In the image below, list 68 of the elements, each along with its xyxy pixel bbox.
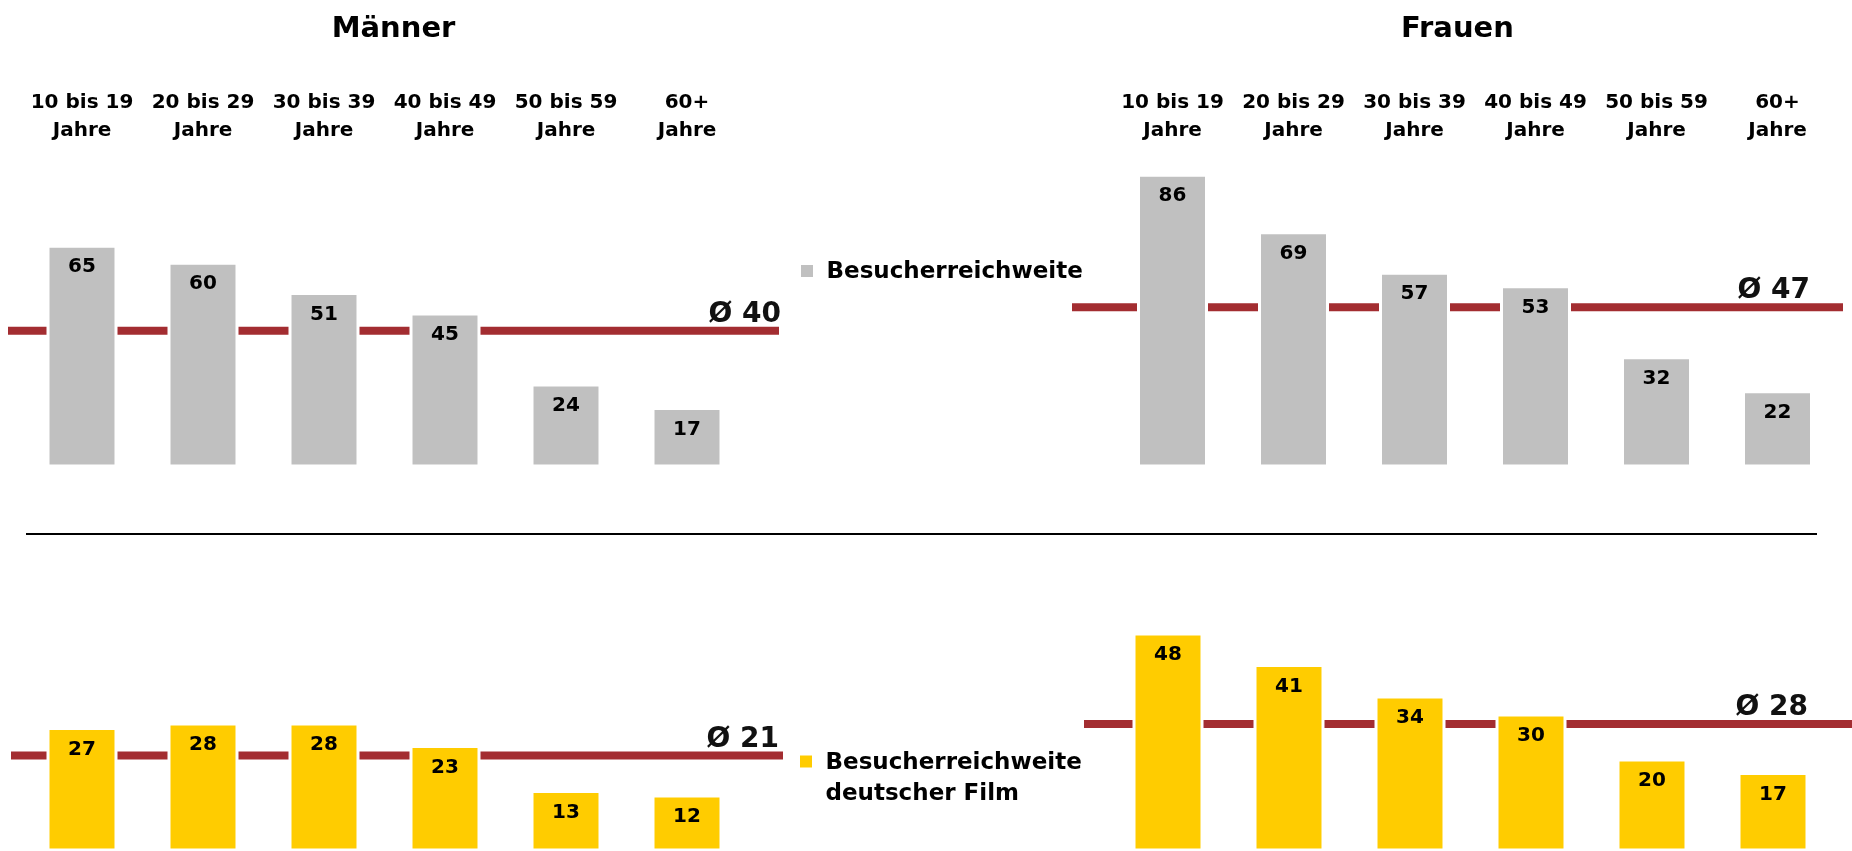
data-label: 28	[310, 731, 338, 755]
data-label: 57	[1400, 280, 1429, 305]
bar	[1132, 632, 1204, 851]
bar	[409, 745, 481, 851]
bar	[1737, 772, 1809, 851]
bar	[651, 407, 723, 468]
data-label: 48	[1154, 641, 1182, 665]
data-label: 27	[68, 735, 96, 760]
ref-line-label: Ø 21	[706, 720, 779, 754]
bar	[1500, 285, 1571, 468]
ref-line-label: Ø 47	[1737, 272, 1810, 306]
data-label: 22	[1763, 398, 1792, 423]
data-label: 12	[673, 803, 701, 827]
bar	[409, 312, 481, 468]
x-tick-label: 20 bis 29 Jahre	[1242, 88, 1345, 141]
data-label: 69	[1279, 239, 1308, 264]
x-tick-label: 40 bis 49 Jahre	[1484, 88, 1587, 141]
data-label: 13	[552, 798, 580, 823]
data-label: 65	[68, 253, 96, 278]
data-label: 30	[1517, 722, 1545, 746]
bar	[1374, 695, 1446, 851]
bar	[1379, 271, 1450, 468]
x-tick-label: 50 bis 59 Jahre	[1605, 88, 1708, 141]
bar	[167, 722, 239, 851]
x-tick-label: 30 bis 39 Jahre	[272, 88, 376, 141]
bar	[530, 790, 602, 851]
bar	[1258, 231, 1329, 468]
data-label: 53	[1521, 293, 1550, 318]
x-tick-label: 10 bis 19 Jahre	[30, 88, 134, 141]
bar	[46, 244, 118, 468]
data-label: 17	[1759, 780, 1787, 805]
bar	[1137, 173, 1208, 468]
data-label: 34	[1396, 704, 1424, 728]
bar	[46, 727, 118, 851]
bar	[1253, 664, 1325, 851]
ref-line-label: Ø 40	[708, 295, 781, 329]
data-label: 45	[431, 320, 459, 345]
bar	[530, 383, 602, 468]
bar	[288, 722, 360, 851]
x-tick-label: 60+ Jahre	[1746, 88, 1807, 141]
x-tick-label: 10 bis 19 Jahre	[1121, 88, 1224, 141]
legend-label: Besucherreichweite	[826, 257, 1083, 283]
data-label: 28	[189, 731, 217, 755]
chart-title: Frauen	[1401, 10, 1514, 44]
bar	[651, 794, 723, 851]
bar	[1621, 356, 1692, 468]
data-label: 32	[1642, 364, 1671, 389]
bar	[1616, 758, 1688, 851]
bar	[288, 292, 360, 468]
data-label: 17	[673, 415, 701, 440]
x-tick-label: 40 bis 49 Jahre	[393, 88, 497, 141]
chart-title: Männer	[331, 10, 457, 44]
data-label: 20	[1638, 767, 1666, 791]
x-tick-label: 60+ Jahre	[655, 88, 717, 141]
x-tick-label: 50 bis 59 Jahre	[514, 88, 618, 141]
ref-line-label: Ø 28	[1735, 689, 1808, 722]
x-tick-label: 30 bis 39 Jahre	[1363, 88, 1466, 141]
bar	[1495, 713, 1567, 851]
bar	[1742, 390, 1813, 468]
data-label: 60	[189, 270, 217, 295]
data-label: 41	[1275, 672, 1303, 697]
bar	[167, 261, 239, 468]
x-tick-label: 20 bis 29 Jahre	[151, 88, 255, 141]
data-label: 51	[310, 300, 338, 325]
data-label: 24	[552, 391, 580, 416]
data-label: 23	[431, 753, 459, 778]
legend-label: Besucherreichweite deutscher Film	[825, 747, 1082, 805]
data-label: 86	[1158, 182, 1187, 207]
